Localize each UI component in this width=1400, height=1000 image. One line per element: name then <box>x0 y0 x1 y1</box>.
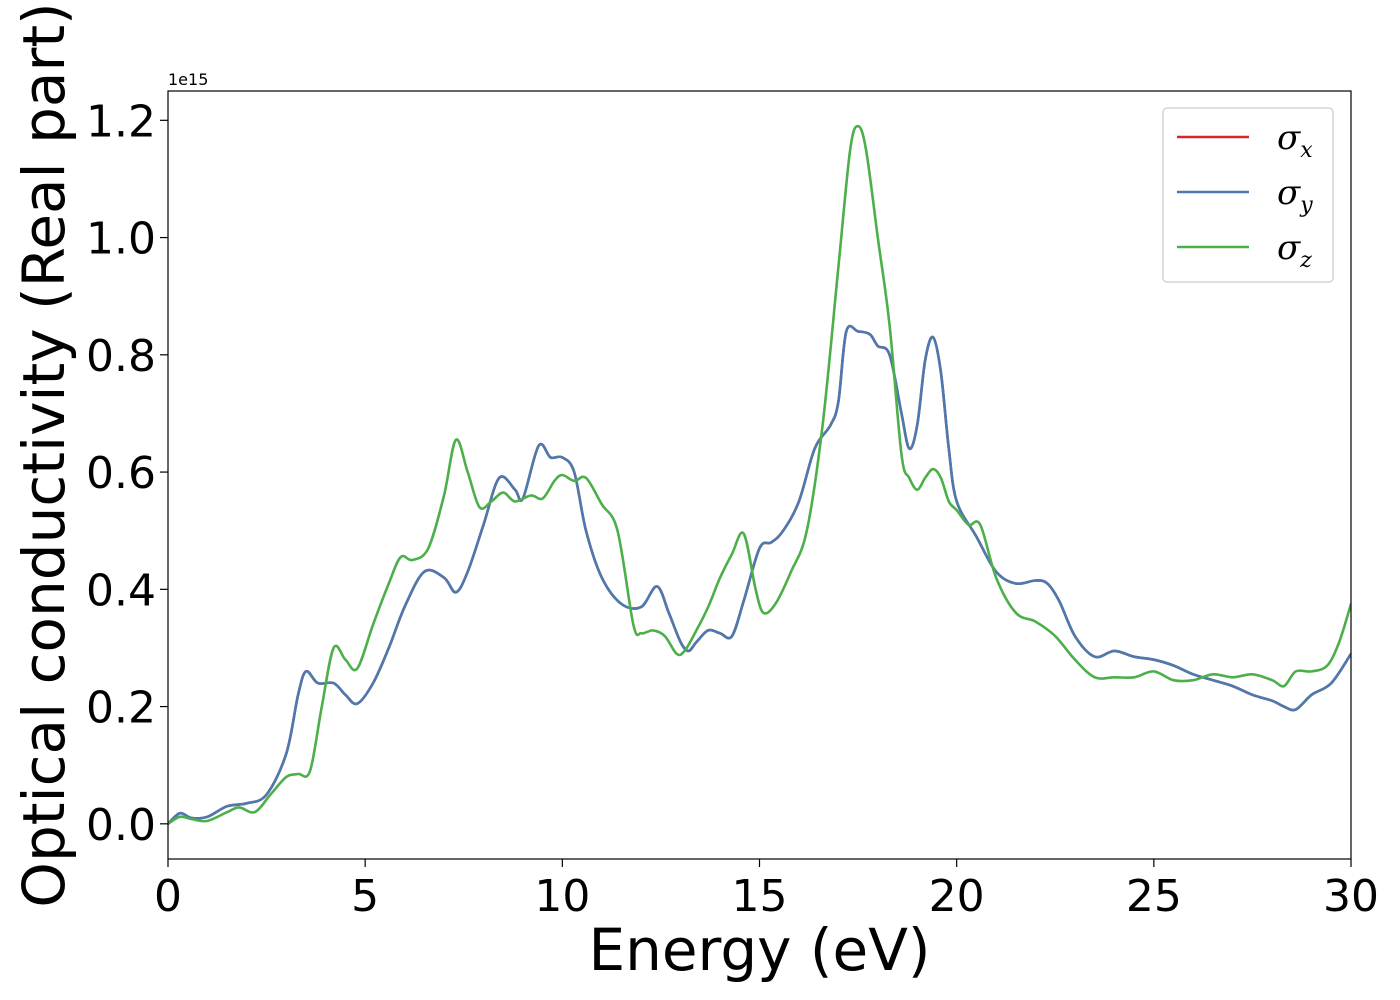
legend-label-x: σx <box>1277 118 1313 163</box>
y-tick-label: 0.2 <box>86 683 156 734</box>
legend-symbol: σ <box>1277 173 1301 213</box>
y-tick-label: 0.0 <box>86 800 156 851</box>
series-line-x <box>168 324 1351 826</box>
y-axis-title: Optical conductivity (Real part) <box>10 2 78 907</box>
y-axis-ticks: 0.0 0.2 0.4 0.6 0.8 1.0 1.2 <box>86 96 168 851</box>
legend-label-y: σy <box>1277 173 1313 218</box>
y-tick-label: 1.2 <box>86 96 156 147</box>
series-line-y <box>168 324 1351 826</box>
legend-subscript: z <box>1299 248 1312 273</box>
x-tick-label: 0 <box>154 871 182 922</box>
x-tick-label: 15 <box>732 871 788 922</box>
legend-subscript: x <box>1300 138 1313 163</box>
x-tick-label: 20 <box>929 871 985 922</box>
legend-symbol: σ <box>1277 118 1301 158</box>
series-line-z <box>168 124 1351 826</box>
y-tick-label: 1.0 <box>86 214 156 265</box>
y-tick-label: 0.6 <box>86 448 156 499</box>
x-tick-label: 30 <box>1323 871 1379 922</box>
legend-box <box>1162 107 1334 283</box>
legend-symbol: σ <box>1277 228 1301 268</box>
x-axis-title: Energy (eV) <box>588 916 930 984</box>
x-tick-label: 10 <box>534 871 590 922</box>
y-offset-label: 1e15 <box>168 70 208 89</box>
x-axis-ticks: 0 5 10 15 20 25 30 <box>154 859 1379 922</box>
series-layer <box>168 124 1351 826</box>
y-tick-label: 0.8 <box>86 331 156 382</box>
x-tick-label: 5 <box>351 871 379 922</box>
legend-label-z: σz <box>1277 228 1312 273</box>
legend-subscript: y <box>1299 193 1313 218</box>
y-tick-label: 0.4 <box>86 565 156 616</box>
x-tick-label: 25 <box>1126 871 1182 922</box>
